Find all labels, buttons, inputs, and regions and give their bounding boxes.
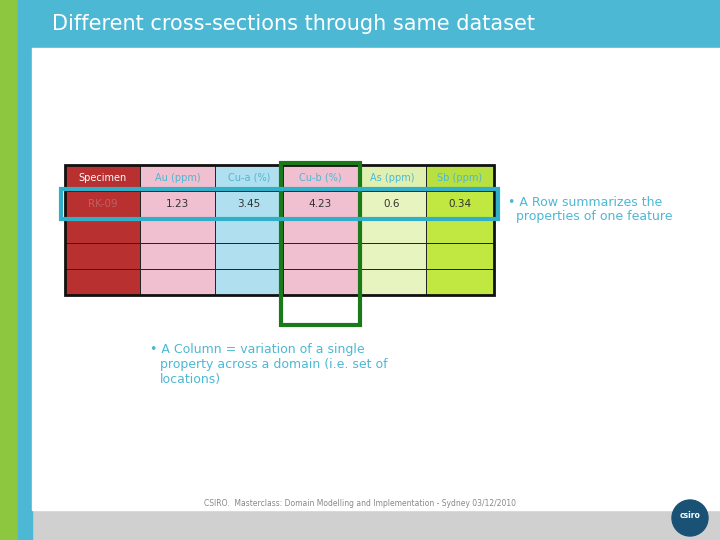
Bar bbox=[283, 165, 358, 191]
Bar bbox=[65, 243, 140, 269]
Bar bbox=[65, 269, 140, 295]
Text: As (ppm): As (ppm) bbox=[370, 173, 414, 183]
Bar bbox=[61, 189, 498, 219]
Text: properties of one feature: properties of one feature bbox=[508, 210, 672, 223]
Text: 1.23: 1.23 bbox=[166, 199, 189, 209]
Bar bbox=[65, 191, 140, 217]
Circle shape bbox=[672, 500, 708, 536]
Bar bbox=[358, 191, 426, 217]
Bar bbox=[358, 243, 426, 269]
Bar bbox=[32, 0, 720, 48]
Text: 0.34: 0.34 bbox=[449, 199, 472, 209]
Bar bbox=[426, 243, 494, 269]
Bar bbox=[215, 243, 283, 269]
Text: CSIRO.  Masterclass: Domain Modelling and Implementation - Sydney 03/12/2010: CSIRO. Masterclass: Domain Modelling and… bbox=[204, 500, 516, 509]
Bar bbox=[426, 217, 494, 243]
Bar bbox=[283, 191, 358, 217]
Text: 3.45: 3.45 bbox=[238, 199, 261, 209]
Bar bbox=[140, 243, 215, 269]
Text: csiro: csiro bbox=[680, 511, 701, 521]
Text: 4.23: 4.23 bbox=[309, 199, 332, 209]
Text: property across a domain (i.e. set of: property across a domain (i.e. set of bbox=[160, 358, 387, 371]
Bar bbox=[215, 165, 283, 191]
Bar bbox=[283, 269, 358, 295]
Bar bbox=[215, 191, 283, 217]
Bar bbox=[215, 269, 283, 295]
Bar bbox=[140, 269, 215, 295]
Text: RK-09: RK-09 bbox=[88, 199, 117, 209]
Bar bbox=[140, 191, 215, 217]
Text: Cu-b (%): Cu-b (%) bbox=[300, 173, 342, 183]
Bar bbox=[0, 0, 18, 540]
Bar bbox=[281, 163, 360, 325]
Bar bbox=[140, 165, 215, 191]
Bar bbox=[426, 269, 494, 295]
Bar bbox=[65, 165, 140, 191]
Text: Different cross-sections through same dataset: Different cross-sections through same da… bbox=[52, 14, 535, 34]
Text: • A Column = variation of a single: • A Column = variation of a single bbox=[150, 343, 364, 356]
Bar bbox=[32, 48, 720, 510]
Bar bbox=[283, 243, 358, 269]
Bar bbox=[65, 217, 140, 243]
Bar bbox=[358, 269, 426, 295]
Bar bbox=[283, 217, 358, 243]
Text: 0.6: 0.6 bbox=[384, 199, 400, 209]
Bar bbox=[358, 217, 426, 243]
Text: • A Row summarizes the: • A Row summarizes the bbox=[508, 196, 662, 209]
Text: Au (ppm): Au (ppm) bbox=[155, 173, 200, 183]
Text: Cu-a (%): Cu-a (%) bbox=[228, 173, 270, 183]
Bar bbox=[426, 165, 494, 191]
Text: Specimen: Specimen bbox=[78, 173, 127, 183]
Bar bbox=[65, 165, 494, 295]
Bar bbox=[18, 0, 32, 540]
Bar bbox=[358, 165, 426, 191]
Text: locations): locations) bbox=[160, 373, 221, 386]
Bar bbox=[140, 217, 215, 243]
Text: Sb (ppm): Sb (ppm) bbox=[438, 173, 482, 183]
Bar bbox=[426, 191, 494, 217]
Bar bbox=[215, 217, 283, 243]
